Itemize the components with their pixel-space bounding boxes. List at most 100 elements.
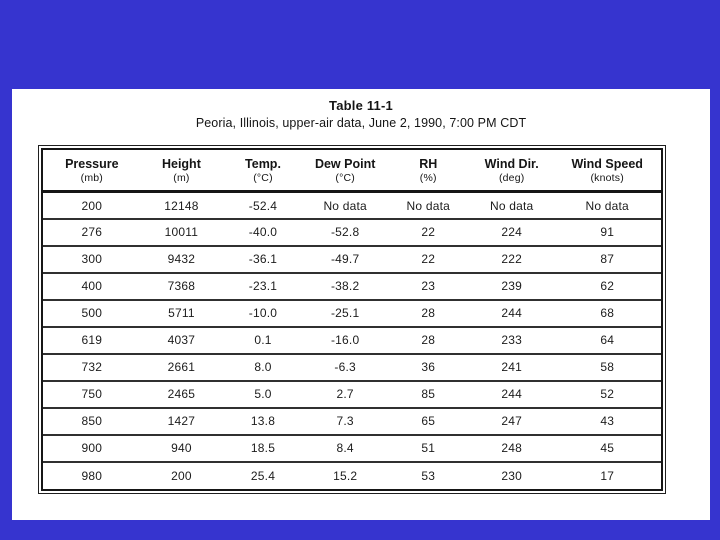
table-cell: 17 [600,468,615,483]
table-row: 619 4037 0.1 -16.0 28 233 64 [43,326,661,354]
column-header-unit: (knots) [590,171,624,184]
column-header-label: Temp. [245,157,281,171]
table-cell: 7368 [167,279,196,294]
table-cell: 91 [600,225,615,240]
column-header-unit: (mb) [80,171,104,184]
table-cell: -25.1 [330,306,360,321]
table-cell: 940 [171,441,192,456]
table-cell: 87 [600,252,615,267]
table-cell: 500 [81,306,103,321]
column-header-label: Wind Speed [571,157,643,171]
table-cell: 64 [600,333,615,348]
table-cell: -23.1 [248,279,278,294]
table-cell: 244 [501,387,522,402]
column-header-label: Pressure [65,157,119,171]
table-cell: 22 [421,225,436,240]
table-cell: 28 [421,306,436,321]
table-cell: 10011 [164,225,199,240]
table-cell: 43 [600,414,615,429]
table-cell: 7.3 [336,414,354,429]
table-row: 980 200 25.4 15.2 53 230 17 [43,461,661,489]
table-cell: 233 [501,333,522,348]
table-cell: 4037 [167,333,196,348]
table-cell: 28 [421,333,436,348]
column-header: RH (%) [387,150,470,192]
table-title: Table 11-1 [329,98,393,113]
table-caption: Table 11-1 Peoria, Illinois, upper-air d… [12,98,710,130]
table-cell: 85 [421,387,436,402]
table-cell: 980 [81,468,103,483]
column-header-label: Dew Point [314,157,376,171]
column-header: Wind Speed (knots) [553,150,661,192]
table-cell: 25.4 [250,468,276,483]
table-cell: 1427 [167,414,196,429]
column-header: Wind Dir. (deg) [470,150,553,192]
table-cell: 200 [171,468,192,483]
table-row: 750 2465 5.0 2.7 85 244 52 [43,380,661,408]
table-cell: 15.2 [333,468,358,483]
table-cell: 62 [600,279,615,294]
table-cell: 248 [501,441,522,456]
column-header-unit: (°C) [335,171,355,184]
table-cell: 200 [81,198,103,213]
table-row: 400 7368 -23.1 -38.2 23 239 62 [43,272,661,300]
table-cell: 58 [600,360,615,375]
column-header-unit: (%) [419,171,437,184]
table-cell: 65 [421,414,436,429]
table-row: 276 10011 -40.0 -52.8 22 224 91 [43,218,661,246]
table-subtitle: Peoria, Illinois, upper-air data, June 2… [195,116,527,130]
table-cell: 0.1 [254,333,272,348]
table-cell: 276 [81,225,103,240]
column-header: Height (m) [141,150,223,192]
table-cell: No data [406,198,450,213]
column-header: Temp. (°C) [222,150,304,192]
table-cell: No data [585,198,629,213]
table-cell: 5.0 [254,387,272,402]
column-header-unit: (deg) [498,171,525,184]
column-header-label: RH [419,157,438,171]
table-row: 732 2661 8.0 -6.3 36 241 58 [43,353,661,381]
table-cell: 52 [600,387,615,402]
table-cell: 2465 [167,387,196,402]
table-cell: -16.0 [330,333,360,348]
table-cell: 8.0 [254,360,272,375]
slide-page: Table 11-1 Peoria, Illinois, upper-air d… [12,89,710,520]
table-cell: 222 [501,252,522,267]
table-cell: 300 [81,252,103,267]
data-table-container: Pressure (mb) Height (m) Temp. (°C) Dew Point(… [38,145,666,494]
table-inner-border: Pressure (mb) Height (m) Temp. (°C) Dew Point(… [41,148,663,491]
table-cell: 619 [81,333,103,348]
table-cell: -52.4 [248,198,278,213]
table-cell: -36.1 [248,252,278,267]
table-cell: 12148 [164,198,199,213]
table-cell: 247 [501,414,522,429]
table-cell: 18.5 [250,441,276,456]
table-cell: 9432 [167,252,196,267]
table-cell: 230 [501,468,522,483]
column-header: Pressure (mb) [43,150,141,192]
table-cell: 750 [81,387,103,402]
table-cell: 5711 [168,306,195,321]
table-row: 300 9432 -36.1 -49.7 22 222 87 [43,245,661,273]
table-cell: -10.0 [248,306,278,321]
table-body: 200 12148 -52.4 No data No data No data No dat… [43,192,661,489]
table-header: Pressure (mb) Height (m) Temp. (°C) Dew Point(… [43,150,661,192]
table-cell: 400 [81,279,103,294]
table-cell: 68 [600,306,615,321]
table-cell: 239 [501,279,522,294]
column-header-label: Wind Dir. [484,157,539,171]
table-cell: 51 [421,441,436,456]
table-cell: 900 [81,441,103,456]
table-cell: -49.7 [330,252,360,267]
table-cell: 36 [421,360,436,375]
column-header-label: Height [161,157,201,171]
table-row: 850 1427 13.8 7.3 65 247 43 [43,407,661,435]
table-cell: -52.8 [330,225,360,240]
table-cell: 45 [600,441,615,456]
table-cell: -38.2 [330,279,360,294]
table-cell: 224 [501,225,522,240]
table-cell: 8.4 [336,441,354,456]
table-row: 500 5711 -10.0 -25.1 28 244 68 [43,299,661,327]
table-cell: 850 [81,414,103,429]
